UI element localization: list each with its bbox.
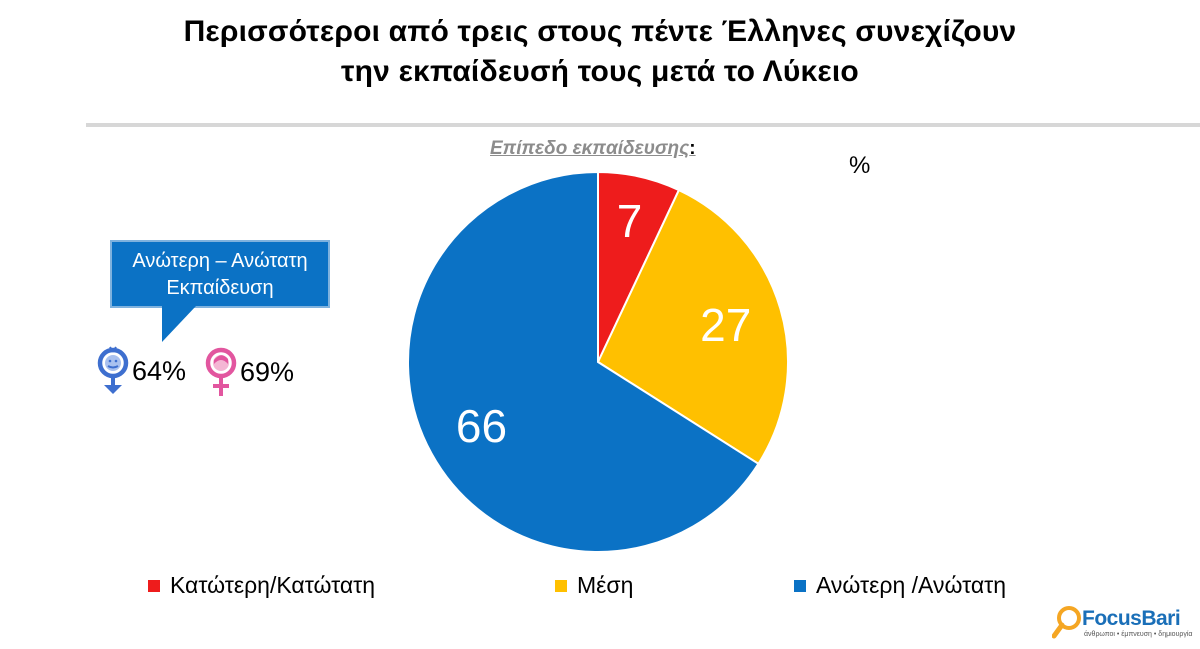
pie-chart: 7 27 66 [407,170,789,553]
legend-label-1: Κατώτερη/Κατώτατη [170,572,376,598]
page-title: Περισσότεροι από τρεις στους πέντε Έλλην… [80,12,1120,92]
callout-line-2: Εκπαίδευση [166,277,274,299]
callout-box: Ανώτερη – Ανώτατη Εκπαίδευση [110,240,330,308]
legend-swatch-2 [555,579,567,592]
logo-tagline: άνθρωποι • έμπνευση • δημιουργία [1084,631,1193,638]
unit-label: % [849,152,871,179]
pie-label-2: 27 [700,299,751,351]
legend-item-2: Μέση [555,572,633,599]
legend-item-1: Κατώτερη/Κατώτατη [148,572,375,599]
male-value: 64% [132,355,187,386]
legend-label-3: Ανώτερη /Ανώτατη [816,572,1007,598]
divider [86,123,1200,127]
magnifier-icon [1052,606,1081,639]
chart-title: Επίπεδο εκπαίδευσης: [490,138,696,160]
legend-label-2: Μέση [577,572,634,598]
legend-swatch-3 [794,579,806,592]
title-line-1: Περισσότεροι από τρεις στους πέντε Έλλην… [183,15,1017,48]
pie-label-1: 7 [617,195,643,247]
legend-item-3: Ανώτερη /Ανώτατη [794,572,1006,599]
title-line-2: την εκπαίδευσή τους μετά το Λύκειο [341,55,859,88]
male-symbol-icon [97,346,129,394]
chart-title-colon: : [689,138,696,159]
legend-swatch-1 [148,579,160,592]
pie-slice-3 [407,170,760,553]
pie-slice-2 [596,188,789,466]
callout-tail [162,306,196,342]
chart-title-text: Επίπεδο εκπαίδευσης [490,138,690,159]
female-symbol-icon [205,347,237,396]
female-stat: 69% [204,343,294,401]
female-value: 69% [240,356,295,387]
pie-label-3: 66 [456,400,507,452]
brand-logo: FocusBari άνθρωποι • έμπνευση • δημιουργ… [1052,603,1198,643]
male-stat: 64% [96,343,186,399]
logo-name: FocusBari [1082,607,1181,630]
callout-line-1: Ανώτερη – Ανώτατη [132,250,308,272]
